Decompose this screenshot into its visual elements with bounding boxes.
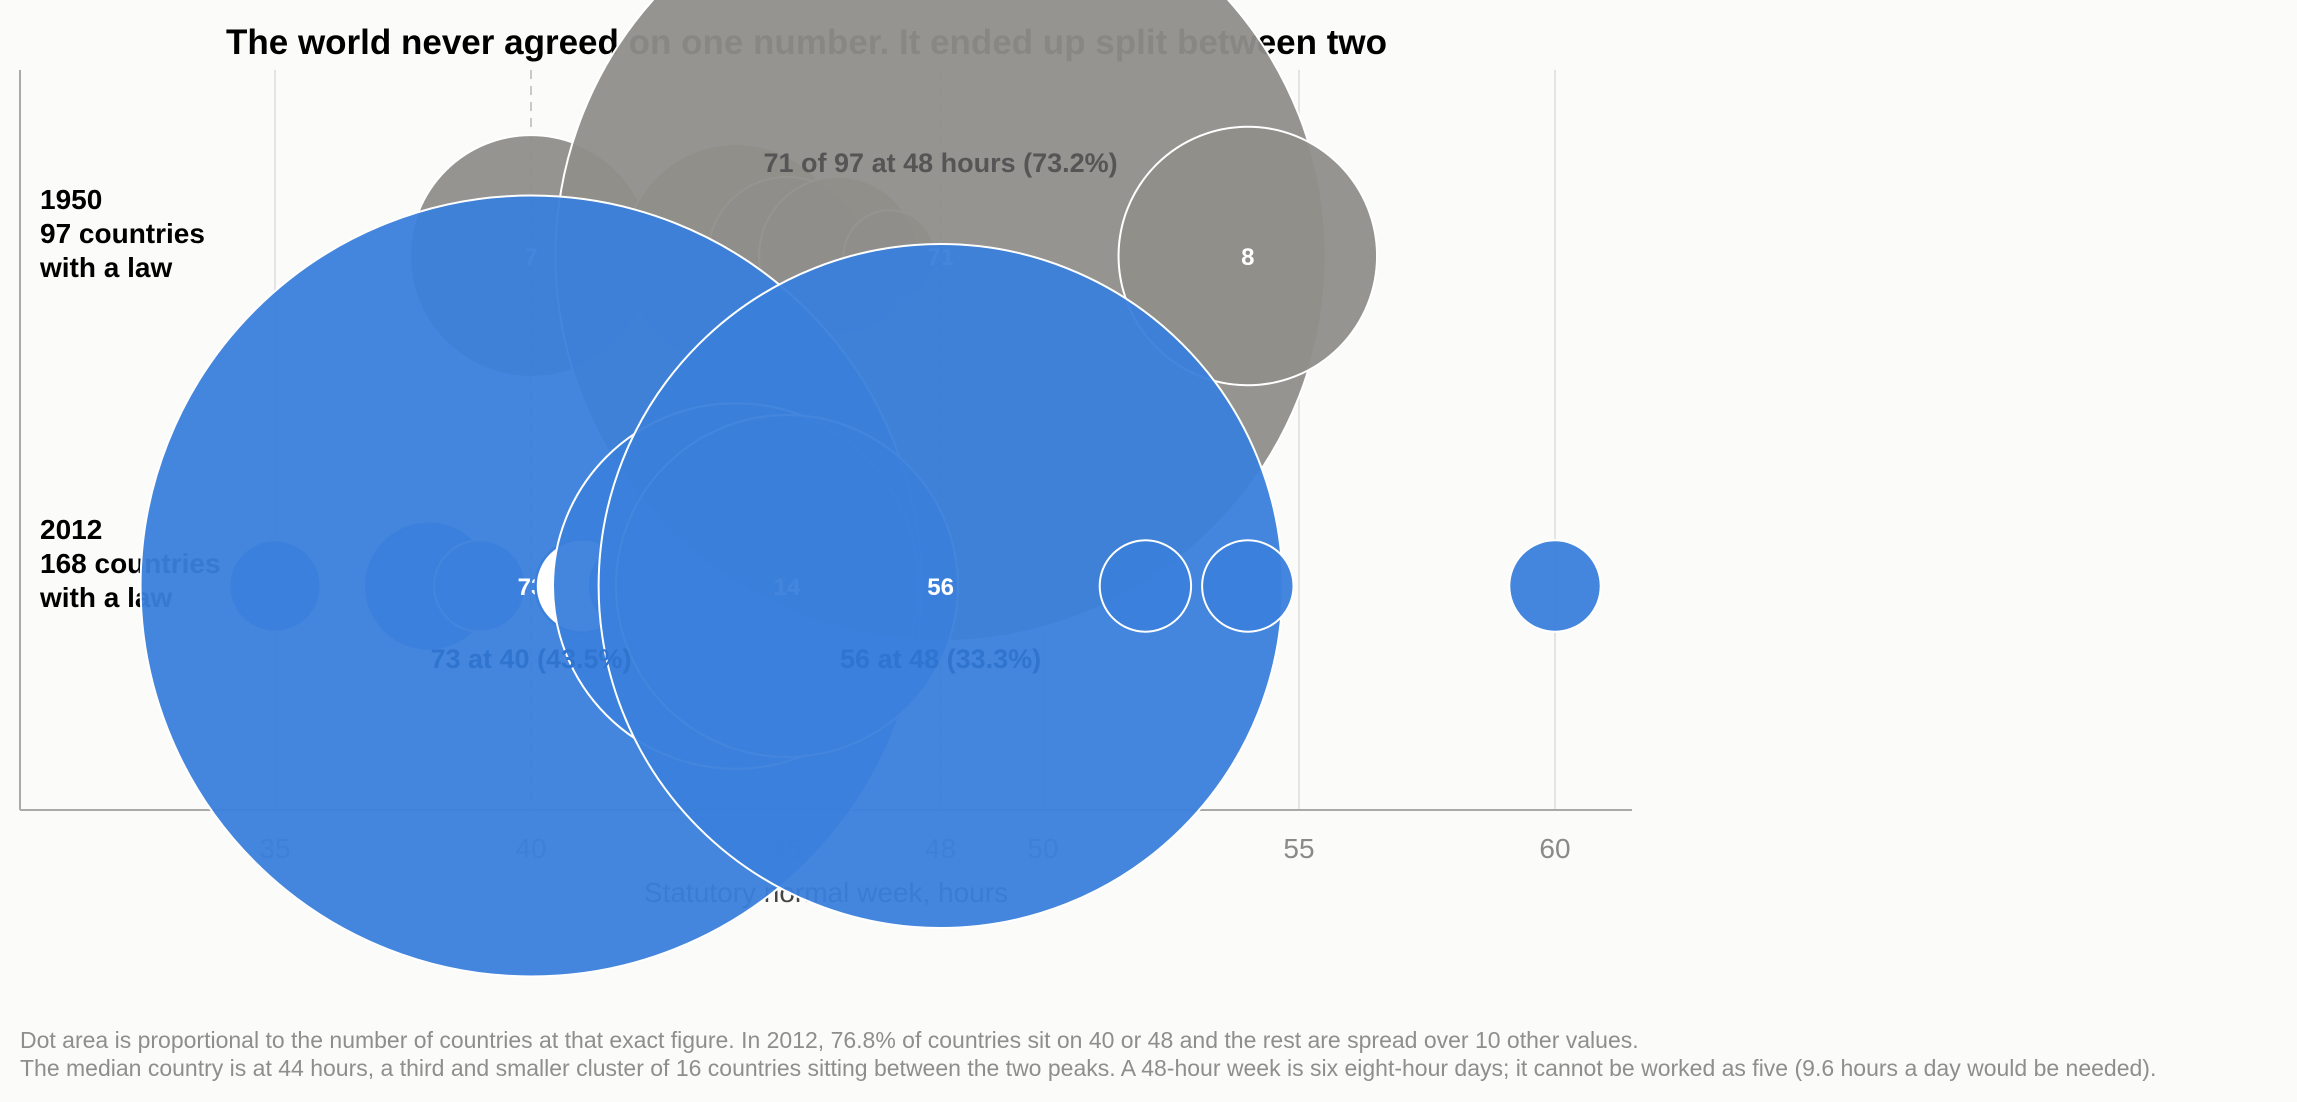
bubble-2012-60	[1508, 539, 1602, 633]
annotation-1950-1: 71 of 97 at 48 hours (73.2%)	[764, 148, 1118, 178]
row-label-1950-line-3: with a law	[39, 252, 172, 283]
x-tick-label-55: 55	[1283, 833, 1314, 864]
chart: The world never agreed on one number. It…	[19, 0, 1632, 978]
row-label-1950-line-1: 1950	[40, 184, 102, 215]
annotation-2012-2: 56 at 48 (33.3%)	[840, 644, 1041, 674]
bubble-1950-54	[1117, 125, 1379, 387]
row-label-1950-line-2: 97 countries	[40, 218, 205, 249]
bubble-2012-54	[1201, 539, 1295, 633]
bubble-label-2012-48: 56	[927, 574, 954, 601]
footnote-line-1: Dot area is proportional to the number o…	[20, 1027, 1639, 1053]
x-tick-label-60: 60	[1539, 833, 1570, 864]
bubble-label-1950-54: 8	[1241, 244, 1254, 271]
bubble-2012-52	[1098, 539, 1193, 633]
footnote-line-2: The median country is at 44 hours, a thi…	[20, 1055, 2157, 1081]
row-label-2012-line-1: 2012	[40, 514, 102, 545]
annotation-2012-1: 73 at 40 (43.5%)	[430, 644, 631, 674]
